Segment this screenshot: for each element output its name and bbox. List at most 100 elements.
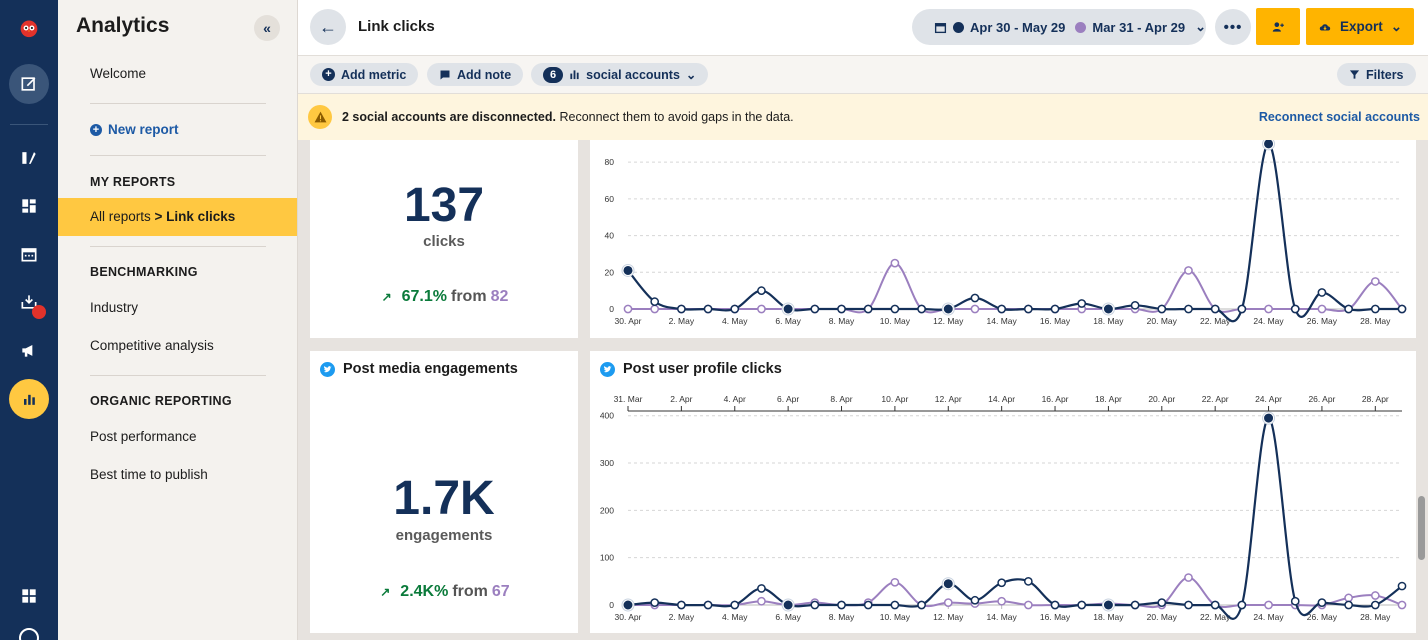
highlight-point [782,303,794,315]
current-point [1290,304,1300,314]
current-point [677,304,686,314]
sidebar-title: Analytics [76,14,170,37]
link-clicks-chart: 0 20 40 60 80 30. Apr 2. May 4. May 6. May 8. May… [605,140,1407,326]
current-point [1370,304,1380,314]
highlight-point [782,599,794,611]
back-button[interactable]: ← [310,9,346,45]
current-point [890,304,900,314]
current-point [1237,304,1247,314]
current-range: Apr 30 - May 29 [970,19,1066,35]
plus-icon: + [90,123,102,136]
calendar-icon [934,22,947,33]
sidebar-item-post-performance[interactable]: Post performance [90,429,197,444]
banner-text: Reconnect them to avoid gaps in the data… [559,110,794,124]
previous-point [890,577,900,587]
chevron-down-icon: ⌄ [685,68,697,82]
profile-clicks-chart: 0 100 200 300 400 30. Apr 2. May 4. May 6. May 8.… [600,394,1407,622]
filters-button[interactable]: Filters [1337,63,1416,86]
sidebar-item-link-clicks[interactable]: All reports > Link clicks [90,209,235,224]
x-tick-label: 16. May [1040,612,1071,622]
x-tick-label: 2. May [669,316,695,326]
current-point [917,304,926,314]
export-button[interactable]: Export ⌄ [1306,8,1414,45]
more-options-button[interactable]: ••• [1215,9,1251,45]
owl-logo-icon[interactable] [9,8,49,48]
current-point [1397,581,1407,591]
add-note-button[interactable]: Add note [427,63,524,86]
analytics-icon[interactable] [9,379,49,419]
dashboard-icon[interactable] [9,186,49,226]
x2-tick-label: 6. Apr [777,394,799,404]
app-rail [0,0,58,640]
x-tick-label: 10. May [880,612,911,622]
x-tick-label: 26. May [1307,316,1338,326]
reconnect-accounts-link[interactable]: Reconnect social accounts [1258,110,1420,124]
profile-clicks-chart-panel: Post user profile clicks 0 100 200 300 400 30… [590,351,1416,633]
x-tick-label: 20. May [1147,316,1178,326]
inbox-icon[interactable] [9,282,49,322]
page-title: Link clicks [358,18,435,35]
current-point [650,598,660,607]
scrollbar[interactable] [1418,496,1425,560]
y-tick-label: 200 [600,505,614,515]
engagements-card-title: Post media engagements [320,361,518,377]
banner-bold-text: 2 social accounts are disconnected. [342,110,556,124]
compose-icon[interactable] [9,64,49,104]
previous-point [1397,600,1407,610]
accounts-count-badge: 6 [543,66,564,83]
engagements-title-label: Post media engagements [343,361,518,377]
twitter-icon [600,361,615,377]
share-button[interactable] [1256,8,1300,45]
current-point [1344,304,1353,314]
benchmarking-heading: BENCHMARKING [90,265,198,279]
x-tick-label: 2. May [669,612,695,622]
current-point [730,600,740,610]
current-point [810,304,820,314]
sidebar-item-best-time[interactable]: Best time to publish [90,467,208,482]
add-metric-button[interactable]: + Add metric [310,63,419,86]
breadcrumb-all-reports: All reports [90,209,151,224]
x2-tick-label: 24. Apr [1255,394,1282,404]
x-tick-label: 22. May [1200,316,1231,326]
arrow-left-icon: ← [319,16,337,37]
x-tick-label: 24. May [1253,316,1284,326]
add-note-label: Add note [457,67,512,82]
megaphone-icon[interactable] [9,330,49,370]
current-point [1050,304,1060,314]
social-accounts-dropdown[interactable]: 6 social accounts ⌄ [531,63,709,86]
collapse-sidebar-button[interactable]: « [254,15,280,41]
previous-point [890,258,900,268]
streams-icon[interactable] [9,138,49,178]
highlight-point [1102,599,1114,611]
sidebar-item-welcome[interactable]: Welcome [90,66,147,81]
x-tick-label: 28. May [1360,612,1391,622]
x-tick-label: 8. May [829,316,855,326]
current-point [1210,304,1220,314]
highlight-point [622,599,634,611]
date-range-picker[interactable]: Apr 30 - May 29 Mar 31 - Apr 29 ⌄ [912,9,1206,45]
report-toolbar: + Add metric Add note 6 social accounts … [298,56,1428,94]
previous-point [1184,573,1193,582]
new-report-link[interactable]: + New report [90,122,179,137]
calendar-icon[interactable] [9,234,49,274]
current-point [1130,300,1140,310]
link-clicks-previous: 82 [490,288,509,305]
x2-tick-label: 4. Apr [724,394,746,404]
current-point [1077,600,1087,610]
sidebar-item-active[interactable] [58,198,297,236]
current-point [703,304,713,314]
link-clicks-change-pct: 67.1% [401,288,447,305]
sidebar-item-competitive[interactable]: Competitive analysis [90,338,214,353]
y-tick-label: 80 [605,157,615,167]
current-point [970,293,980,303]
x-tick-label: 24. May [1253,612,1284,622]
apps-icon[interactable] [9,576,49,616]
x-tick-label: 12. May [933,316,964,326]
sidebar-item-industry[interactable]: Industry [90,300,139,315]
add-user-icon [1272,21,1284,32]
current-point [1023,304,1033,314]
link-clicks-change: ↗ 67.1% from 82 [310,288,578,306]
profile-icon[interactable] [19,628,39,640]
current-point [1077,299,1087,308]
current-point [1317,288,1327,297]
